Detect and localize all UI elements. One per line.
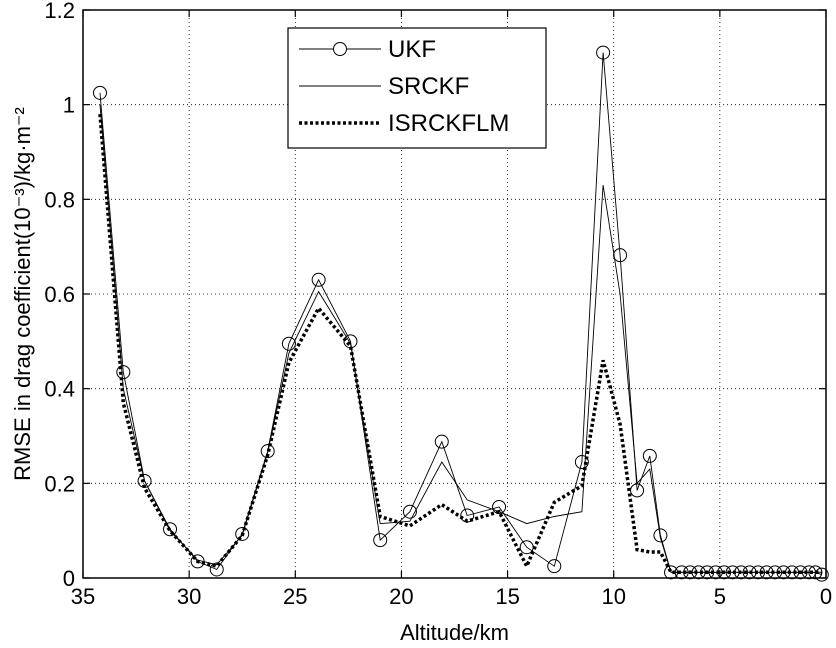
series-line-srckf bbox=[99, 104, 822, 573]
data-point-ukf bbox=[402, 504, 417, 519]
x-axis-label: Altitude/km bbox=[400, 620, 509, 645]
data-point-ukf bbox=[281, 336, 296, 351]
data-point-ukf bbox=[434, 434, 449, 449]
series-line-isrckflm bbox=[98, 113, 822, 575]
x-tick-label: 25 bbox=[283, 584, 307, 609]
data-point-ukf bbox=[596, 45, 611, 60]
x-tick-label: 0 bbox=[820, 584, 832, 609]
data-point-ukf bbox=[547, 559, 562, 574]
data-point-ukf bbox=[574, 455, 589, 470]
data-point-ukf bbox=[613, 248, 628, 263]
data-point-ukf bbox=[235, 526, 250, 541]
data-point-ukf bbox=[163, 522, 178, 537]
x-tick-label: 20 bbox=[389, 584, 413, 609]
series-layer bbox=[92, 45, 829, 582]
x-tick-label: 10 bbox=[601, 584, 625, 609]
data-point-ukf bbox=[814, 567, 829, 582]
x-tick-label: 5 bbox=[714, 584, 726, 609]
data-point-ukf bbox=[373, 533, 388, 548]
data-point-ukf bbox=[260, 444, 275, 459]
data-point-ukf bbox=[642, 448, 657, 463]
data-point-ukf bbox=[116, 365, 131, 380]
legend-label-isrckflm: ISRCKFLM bbox=[388, 110, 509, 137]
data-point-ukf bbox=[311, 272, 326, 287]
data-point-ukf bbox=[92, 85, 107, 100]
y-tick-label: 0.2 bbox=[44, 471, 75, 496]
y-tick-label: 1 bbox=[63, 93, 75, 118]
x-tick-label: 35 bbox=[71, 584, 95, 609]
y-tick-label: 0 bbox=[63, 566, 75, 591]
x-tick-label: 30 bbox=[177, 584, 201, 609]
legend-box bbox=[287, 27, 547, 149]
legend: UKF SRCKF ISRCKFLM bbox=[287, 27, 547, 149]
axis-ticks: 35 30 25 20 15 10 5 0 0 0.2 0.4 0.6 0.8 1 1.2 bbox=[44, 0, 832, 609]
legend-label-srckf: SRCKF bbox=[388, 73, 469, 100]
y-tick-label: 1.2 bbox=[44, 0, 75, 23]
x-tick-label: 15 bbox=[495, 584, 519, 609]
data-point-ukf bbox=[209, 562, 224, 577]
y-tick-label: 0.4 bbox=[44, 377, 75, 402]
data-point-ukf bbox=[653, 528, 668, 543]
legend-label-ukf: UKF bbox=[388, 36, 436, 63]
y-tick-label: 0.8 bbox=[44, 187, 75, 212]
y-axis-label: RMSE in drag coefficient(10⁻³)/kg·m⁻² bbox=[10, 107, 35, 481]
legend-marker-ukf bbox=[333, 42, 347, 56]
y-tick-label: 0.6 bbox=[44, 282, 75, 307]
